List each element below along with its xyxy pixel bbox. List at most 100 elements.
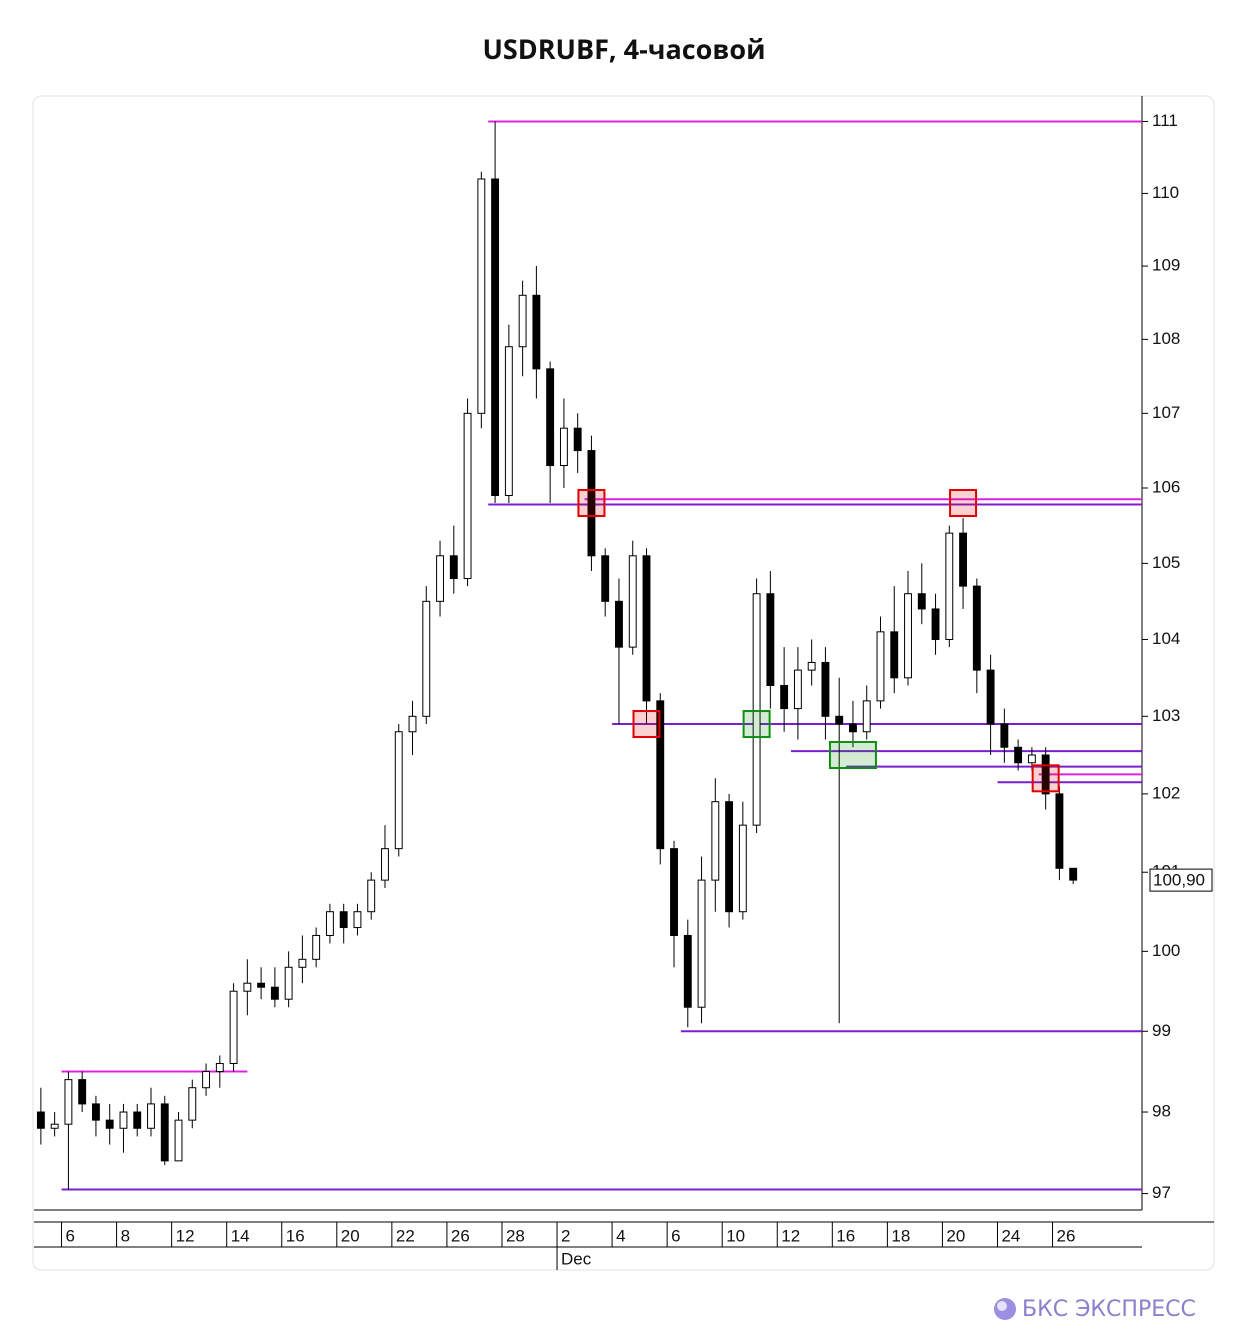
candle-body (64, 1079, 73, 1125)
x-tick-label: 12 (781, 1226, 800, 1245)
candle-body (725, 801, 734, 913)
y-tick-label: 105 (1152, 553, 1180, 572)
candle-body (890, 631, 899, 679)
candle-body (559, 427, 568, 467)
x-tick-label: 8 (121, 1226, 130, 1245)
candle-body (312, 934, 321, 960)
candle-body (752, 593, 761, 826)
x-tick-label: 12 (176, 1226, 195, 1245)
candle-body (1069, 867, 1078, 881)
signal-box (632, 710, 661, 739)
candle-body (298, 958, 307, 968)
signal-box (742, 710, 771, 739)
candle-body (91, 1103, 100, 1121)
candle-body (904, 593, 912, 679)
candle-body (972, 585, 981, 671)
candle-body (821, 661, 830, 717)
candle-body (477, 178, 486, 414)
candle-body (1000, 723, 1009, 748)
x-tick-label: 16 (836, 1226, 855, 1245)
candle-body (78, 1079, 87, 1105)
candle-body (986, 669, 995, 725)
x-tick-label: 18 (891, 1226, 910, 1245)
candle-body (147, 1103, 155, 1129)
candle-body (36, 1111, 45, 1129)
y-tick-label: 103 (1152, 706, 1180, 725)
candle-body (1055, 793, 1064, 869)
x-tick-label: 4 (616, 1226, 625, 1245)
candle-body (463, 412, 472, 580)
x-tick-label: 6 (66, 1226, 75, 1245)
candle-body (876, 631, 885, 702)
y-tick-label: 98 (1152, 1102, 1171, 1121)
x-tick-label: 20 (946, 1226, 965, 1245)
last-price-label: 100,90 (1153, 871, 1205, 890)
candle-body (284, 966, 293, 1000)
x-tick-label: 28 (506, 1226, 525, 1245)
month-label: Dec (561, 1249, 592, 1268)
candle-body (683, 934, 692, 1008)
candle-body (615, 600, 623, 648)
candle-body (188, 1087, 197, 1121)
candle-body (105, 1119, 114, 1129)
brand-icon-glint (997, 1301, 1007, 1311)
candle-body (50, 1123, 59, 1129)
x-tick-label: 2 (561, 1226, 570, 1245)
candle-body (394, 731, 403, 850)
chart-title: USDRUBF, 4-часовой (482, 30, 765, 67)
candle-body (367, 879, 376, 913)
y-tick-label: 100 (1152, 941, 1180, 960)
candle-body (229, 990, 238, 1064)
y-tick-label: 99 (1152, 1021, 1171, 1040)
candle-body (959, 532, 968, 587)
candle-body (670, 848, 678, 936)
candle-body (504, 346, 513, 496)
y-tick-label: 111 (1152, 111, 1178, 130)
candle-body (711, 801, 720, 881)
candle-body (174, 1119, 183, 1162)
y-tick-label: 106 (1152, 477, 1180, 496)
candle-body (202, 1071, 210, 1089)
signal-box (828, 741, 877, 770)
candle-body (546, 368, 555, 467)
candle-body (133, 1111, 142, 1129)
candle-body (215, 1062, 224, 1073)
candle-body (339, 911, 348, 929)
candle-body (270, 986, 279, 1000)
x-tick-label: 10 (726, 1226, 745, 1245)
x-tick-label: 14 (231, 1226, 250, 1245)
candle-body (766, 593, 775, 686)
candle-body (642, 555, 651, 702)
candle-body (738, 824, 747, 913)
candle-body (491, 178, 500, 496)
x-tick-label: 22 (396, 1226, 415, 1245)
y-tick-label: 97 (1152, 1183, 1171, 1202)
y-tick-label: 104 (1152, 629, 1180, 648)
candle-body (780, 684, 789, 710)
candle-body (325, 911, 334, 936)
candle-body (532, 294, 541, 370)
signal-box (1031, 764, 1060, 793)
candle-body (601, 555, 610, 602)
candle-body (628, 555, 637, 648)
candle-body (243, 982, 252, 992)
candle-body (1014, 746, 1023, 764)
signal-box (949, 489, 978, 518)
candle-body (353, 911, 362, 929)
x-tick-label: 16 (286, 1226, 305, 1245)
last-price-box (1149, 868, 1213, 892)
y-tick-label: 110 (1152, 183, 1179, 202)
signal-box (577, 489, 606, 518)
candle-body (945, 532, 954, 640)
x-tick-label: 6 (671, 1226, 680, 1245)
candle-body (1027, 754, 1036, 764)
candle-body (257, 982, 266, 988)
candle-body (587, 450, 596, 557)
panel (32, 95, 1215, 1271)
x-tick-label: 26 (1057, 1226, 1076, 1245)
candle-body (119, 1111, 128, 1129)
candle-body (656, 700, 665, 850)
x-tick-label: 26 (451, 1226, 470, 1245)
candle-body (931, 608, 940, 640)
